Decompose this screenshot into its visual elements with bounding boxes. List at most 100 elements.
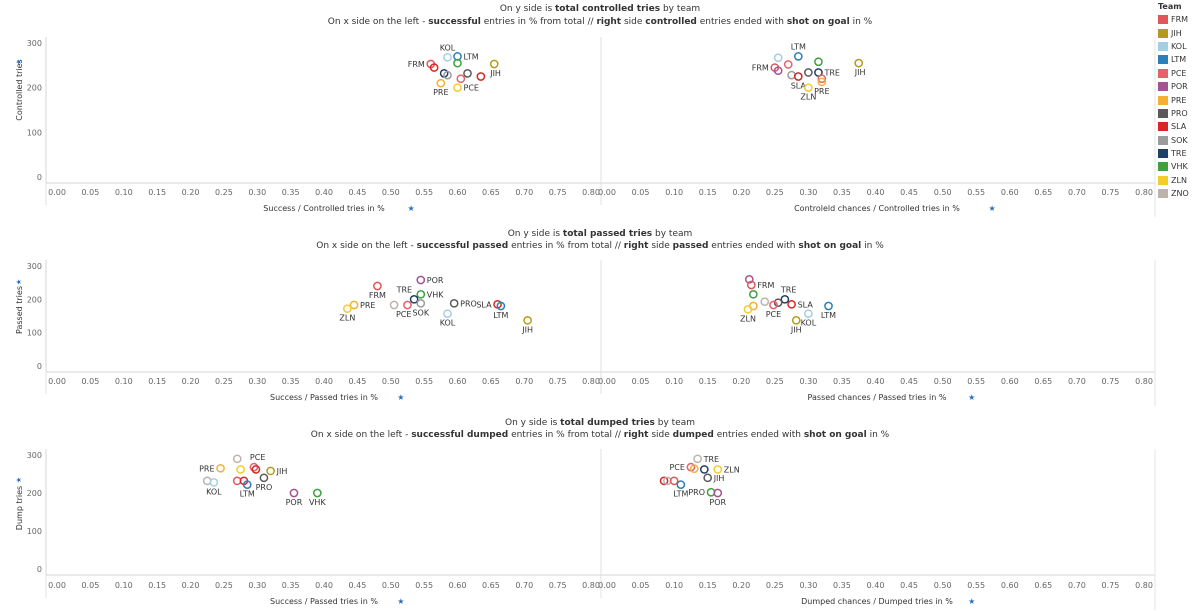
pin-icon[interactable]: ★ bbox=[397, 597, 404, 606]
legend-item-sok[interactable]: SOK bbox=[1158, 134, 1200, 147]
legend-item-zno[interactable]: ZNO bbox=[1158, 187, 1200, 200]
data-point-ltm[interactable] bbox=[242, 480, 252, 489]
data-point-pre[interactable] bbox=[216, 463, 225, 473]
data-point-pce[interactable] bbox=[769, 300, 778, 310]
data-point-pro[interactable] bbox=[463, 69, 472, 78]
data-point-pre[interactable] bbox=[817, 77, 827, 87]
data-point-pce[interactable] bbox=[249, 462, 259, 472]
data-point-sok[interactable] bbox=[416, 298, 426, 308]
data-point-por[interactable] bbox=[289, 488, 299, 498]
data-point-ltm[interactable] bbox=[496, 301, 506, 311]
data-point-zno[interactable] bbox=[232, 454, 242, 464]
data-point-tre[interactable] bbox=[699, 465, 709, 474]
data-point-pre[interactable] bbox=[436, 78, 446, 88]
data-point-kol[interactable] bbox=[209, 478, 219, 487]
legend-item-por[interactable]: POR bbox=[1158, 80, 1200, 93]
data-point-kol[interactable] bbox=[443, 52, 452, 62]
data-point-kol[interactable] bbox=[773, 53, 783, 63]
data-point-jih[interactable] bbox=[523, 315, 532, 325]
pin-icon[interactable]: ★ bbox=[407, 204, 414, 213]
pin-icon[interactable]: ★ bbox=[15, 477, 23, 483]
data-point-zno[interactable] bbox=[693, 454, 702, 464]
data-point-ltm[interactable] bbox=[793, 52, 803, 61]
pin-icon[interactable]: ★ bbox=[989, 204, 996, 213]
data-point-jih[interactable] bbox=[489, 59, 499, 69]
legend-label: JIH bbox=[1171, 28, 1182, 38]
y-tick-label: 200 bbox=[27, 295, 42, 304]
data-point-sok[interactable] bbox=[443, 70, 452, 80]
point-label: ZLN bbox=[740, 314, 756, 323]
data-point-vhk[interactable] bbox=[748, 289, 758, 299]
x-tick-label: 0.15 bbox=[699, 377, 717, 386]
data-point-jih[interactable] bbox=[266, 466, 275, 476]
data-point-zln[interactable] bbox=[743, 304, 753, 314]
legend-label: POR bbox=[1171, 82, 1188, 92]
data-point-por[interactable] bbox=[416, 275, 426, 285]
data-point-frm[interactable] bbox=[669, 476, 679, 486]
data-point-ltm[interactable] bbox=[824, 301, 833, 311]
data-point-zno[interactable] bbox=[760, 297, 770, 307]
data-point-zln[interactable] bbox=[453, 83, 462, 93]
data-point-sla[interactable] bbox=[429, 63, 439, 72]
data-point-pce[interactable] bbox=[403, 300, 412, 310]
x-tick-label: 0.60 bbox=[1001, 188, 1019, 197]
pin-icon[interactable]: ★ bbox=[15, 279, 23, 285]
data-point-jih[interactable] bbox=[791, 315, 801, 325]
legend-item-pro[interactable]: PRO bbox=[1158, 107, 1200, 120]
title-part: in % bbox=[850, 17, 873, 27]
data-point-zln[interactable] bbox=[236, 465, 245, 474]
data-point-jih[interactable] bbox=[854, 58, 864, 68]
legend-item-vhk[interactable]: VHK bbox=[1158, 160, 1200, 173]
legend-item-jih[interactable]: JIH bbox=[1158, 26, 1200, 39]
legend-item-ltm[interactable]: LTM bbox=[1158, 53, 1200, 66]
legend-item-pce[interactable]: PCE bbox=[1158, 67, 1200, 80]
legend-item-frm[interactable]: FRM bbox=[1158, 13, 1200, 26]
data-point-pro[interactable] bbox=[259, 473, 269, 483]
data-point-pro[interactable] bbox=[703, 473, 713, 483]
legend-item-tre[interactable]: TRE bbox=[1158, 147, 1200, 160]
legend-item-kol[interactable]: KOL bbox=[1158, 40, 1200, 53]
pin-icon[interactable]: ★ bbox=[397, 393, 404, 402]
data-point-pce[interactable] bbox=[783, 60, 793, 69]
x-tick-label: 0.35 bbox=[282, 377, 300, 386]
data-point-pro[interactable] bbox=[449, 298, 459, 308]
data-point-sla[interactable] bbox=[787, 299, 796, 309]
legend-item-zln[interactable]: ZLN bbox=[1158, 174, 1200, 187]
data-point-pce[interactable] bbox=[456, 74, 466, 84]
data-point-pre[interactable] bbox=[689, 464, 699, 474]
data-point-zno[interactable] bbox=[389, 300, 399, 310]
data-point-vhk[interactable] bbox=[814, 57, 823, 67]
x-tick-label: 0.40 bbox=[315, 581, 333, 590]
legend-item-sla[interactable]: SLA bbox=[1158, 120, 1200, 133]
data-point-pro[interactable] bbox=[804, 68, 813, 77]
data-point-sla[interactable] bbox=[659, 476, 669, 486]
data-point-vhk[interactable] bbox=[416, 289, 426, 299]
data-point-vhk[interactable] bbox=[312, 488, 322, 498]
data-point-vhk[interactable] bbox=[453, 58, 462, 68]
data-point-por[interactable] bbox=[713, 488, 723, 498]
data-point-pro[interactable] bbox=[773, 298, 783, 308]
data-point-por[interactable] bbox=[744, 274, 754, 284]
chart-subtitle: On x side on the left - successful entri… bbox=[328, 17, 873, 27]
data-point-kol[interactable] bbox=[443, 309, 452, 319]
data-point-zln[interactable] bbox=[804, 83, 813, 93]
data-point-sla[interactable] bbox=[251, 465, 261, 474]
data-point-pce[interactable] bbox=[817, 74, 827, 84]
data-point-sok[interactable] bbox=[787, 70, 796, 80]
data-point-tre[interactable] bbox=[409, 294, 419, 304]
data-point-por[interactable] bbox=[773, 66, 783, 76]
data-point-zln[interactable] bbox=[713, 465, 723, 474]
data-point-kol[interactable] bbox=[804, 309, 813, 319]
pin-icon[interactable]: ★ bbox=[968, 393, 975, 402]
data-point-sla[interactable] bbox=[793, 72, 803, 81]
data-point-pre[interactable] bbox=[349, 300, 359, 310]
pin-icon[interactable]: ★ bbox=[968, 597, 975, 606]
data-point-zln[interactable] bbox=[343, 304, 352, 314]
data-point-ltm[interactable] bbox=[676, 480, 686, 489]
legend-item-pre[interactable]: PRE bbox=[1158, 93, 1200, 106]
pin-icon[interactable]: ★ bbox=[15, 59, 23, 65]
data-point-frm[interactable] bbox=[373, 281, 382, 291]
data-point-frm[interactable] bbox=[746, 280, 756, 290]
data-point-tre[interactable] bbox=[780, 294, 790, 304]
data-point-sla[interactable] bbox=[476, 72, 486, 81]
